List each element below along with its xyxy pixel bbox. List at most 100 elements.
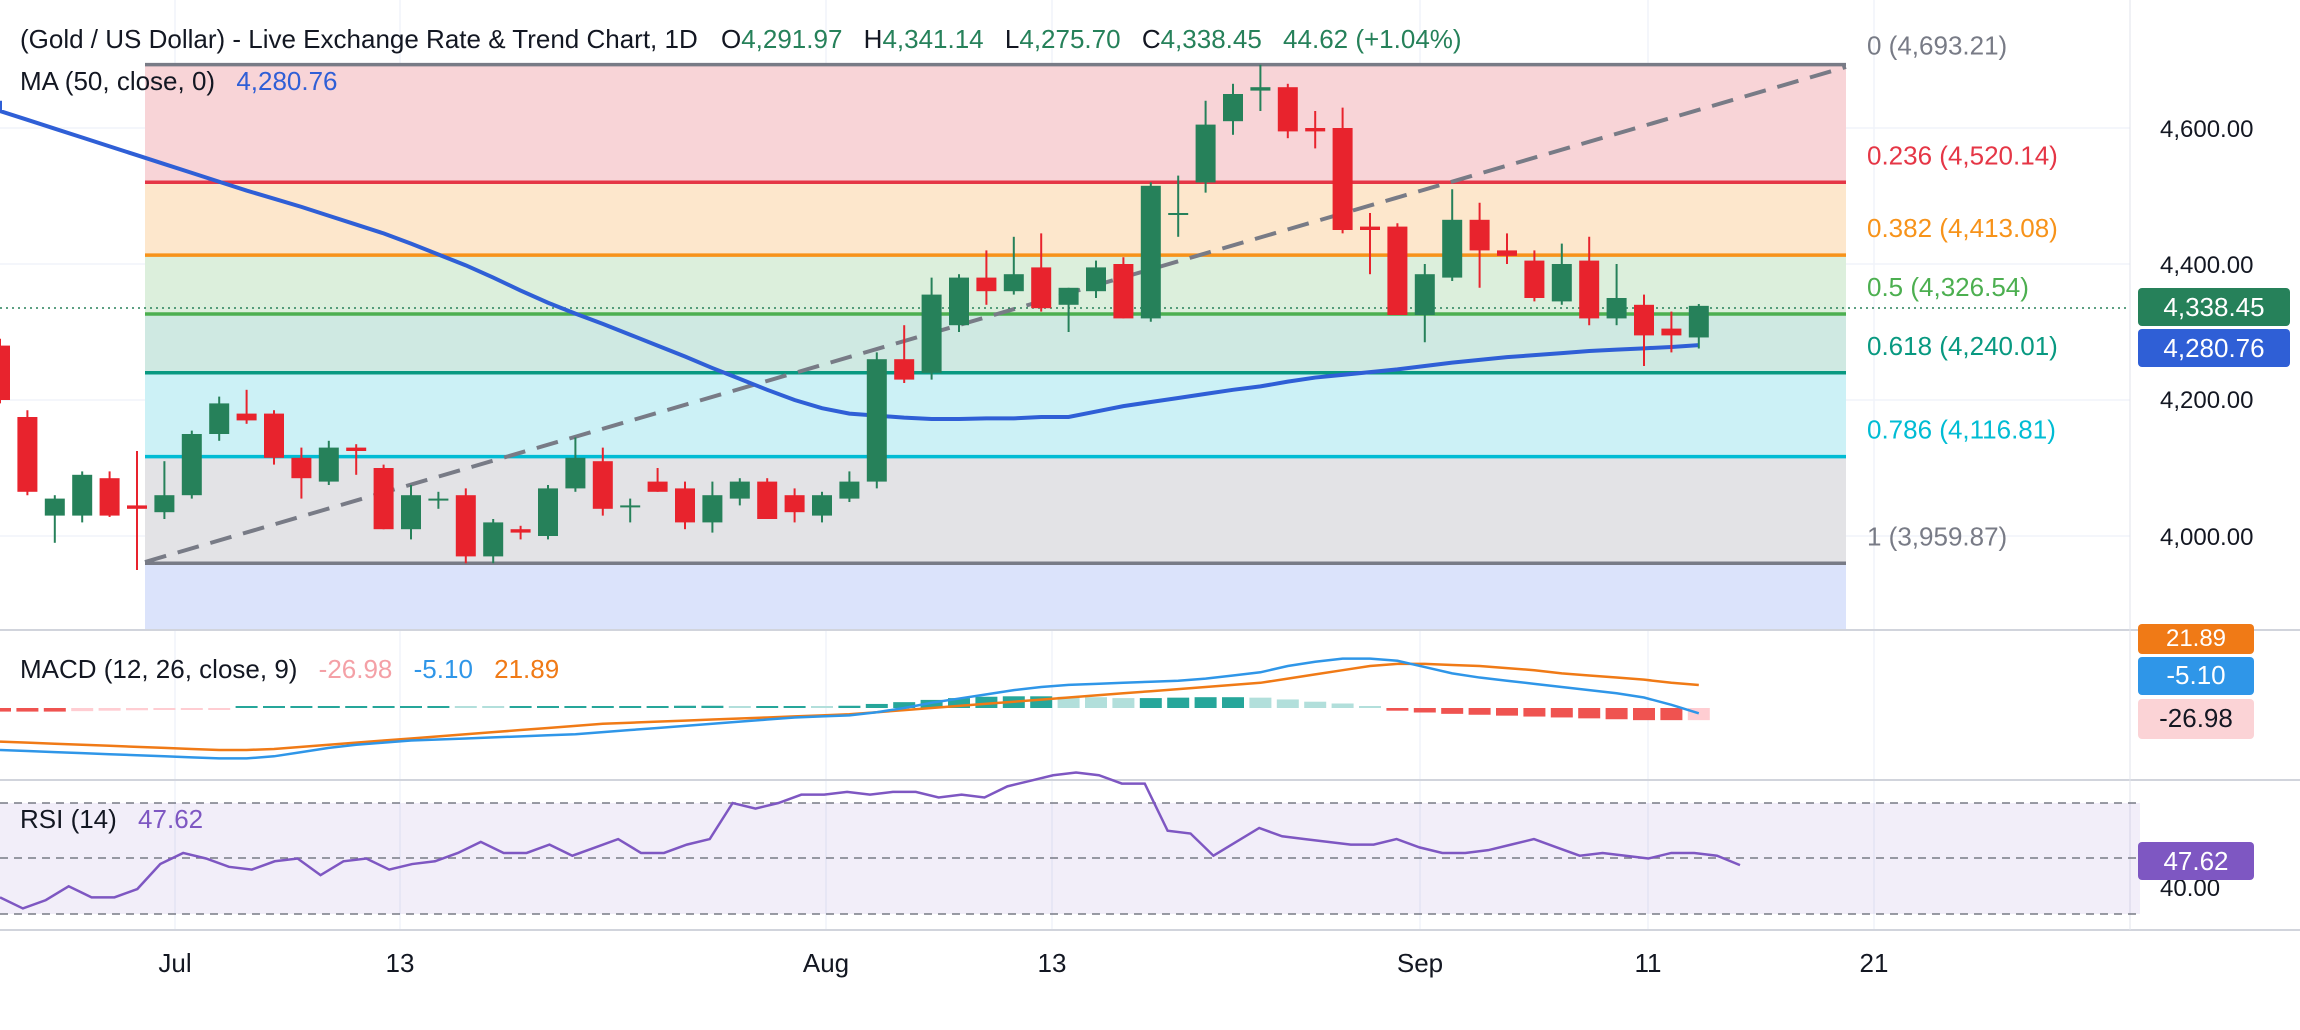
ma-value: 4,280.76 — [236, 66, 337, 96]
candle — [1003, 236, 1024, 295]
macd-histogram-bar — [1276, 699, 1299, 708]
time-label: 11 — [1635, 948, 1662, 978]
candle — [1469, 202, 1490, 288]
price-tick: 4,600.00 — [2160, 116, 2253, 143]
macd-histogram-bar — [838, 705, 861, 708]
fib-zone — [145, 372, 1846, 457]
macd-histogram-bar — [0, 708, 11, 712]
macd-histogram-bar — [646, 706, 669, 708]
macd-histogram-bar — [1359, 706, 1381, 708]
macd-histogram-bar — [1578, 708, 1601, 719]
macd-histogram-bar — [482, 706, 505, 708]
header-legend: (Gold / US Dollar) - Live Exchange Rate … — [20, 24, 1462, 834]
candle — [1688, 304, 1709, 349]
macd-histogram-bar — [701, 705, 724, 708]
candles — [0, 64, 1709, 570]
candle — [373, 464, 394, 530]
macd-histogram-bar — [345, 706, 368, 708]
candle — [702, 481, 723, 533]
candle — [1031, 233, 1052, 312]
change-value: 44.62 (+1.04%) — [1283, 24, 1462, 54]
macd-histogram-bar — [756, 706, 779, 708]
macd-line-value: -5.10 — [414, 654, 473, 684]
svg-text:MA (50, close, 0) 4,280.: MA (50, close, 0) 4,280.76 — [20, 66, 338, 96]
candle — [264, 410, 284, 465]
fib-levels — [145, 62, 1846, 566]
open-value: 4,291.97 — [741, 24, 842, 54]
macd-histogram-bar — [1167, 697, 1190, 708]
macd-histogram-bar — [1633, 708, 1655, 721]
close-value: 4,338.45 — [1161, 24, 1262, 54]
svg-text:RSI (14) 47.62: RSI (14) 47.62 — [20, 804, 203, 834]
time-axis: Jul 13 Aug 13 Sep 11 21 — [158, 948, 1888, 978]
macd-histogram-bar — [263, 706, 285, 708]
macd-histogram-bar — [783, 706, 806, 708]
fib-level-label: 0.5 (4,326.54) — [1867, 272, 2029, 302]
time-label: 13 — [386, 948, 415, 978]
macd-histogram-bar — [290, 706, 313, 708]
time-label: Sep — [1397, 948, 1443, 978]
fib-zone — [145, 313, 1846, 373]
trend-line — [144, 65, 1847, 564]
candle — [44, 495, 65, 543]
candle — [1634, 294, 1654, 366]
candle — [1551, 243, 1572, 305]
svg-text:MACD (12, 26, close, 9): MACD (12, 26, close, 9) -26.98 -5.10 21.… — [20, 654, 559, 684]
candle — [154, 461, 175, 519]
fib-zone — [145, 456, 1846, 564]
macd-histogram-bar — [1057, 696, 1080, 708]
low-value: 4,275.70 — [1019, 24, 1120, 54]
macd-histogram-bar — [454, 706, 477, 708]
macd-line-badge — [2138, 657, 2254, 695]
candle — [291, 447, 312, 499]
macd-histogram-bar — [1112, 698, 1135, 708]
macd-histogram-bar — [865, 703, 888, 708]
macd-histogram-bar — [1413, 708, 1436, 713]
macd-histogram-bar — [126, 708, 148, 711]
candle — [839, 471, 860, 502]
macd-histogram-bar — [975, 696, 998, 708]
macd-histogram-bar — [16, 708, 39, 712]
macd-histogram-bar — [208, 708, 231, 710]
macd-histogram-bar — [153, 708, 176, 710]
last-price-badge — [2138, 288, 2290, 326]
fib-level-label: 0.786 (4,116.81) — [1867, 415, 2056, 445]
macd-histogram-bar — [537, 706, 559, 708]
candle — [1195, 100, 1216, 193]
close-label: C — [1142, 24, 1161, 54]
candle — [1606, 264, 1627, 326]
macd-histogram-bar — [43, 708, 66, 712]
candle — [483, 519, 504, 564]
fib-level-label: 0.618 (4,240.01) — [1867, 331, 2058, 361]
candle — [976, 250, 997, 305]
ma-badge-text: 4,280.76 — [2163, 333, 2264, 363]
macd-histogram-bar — [1222, 697, 1244, 708]
candle — [1414, 264, 1435, 343]
macd-histogram-bar — [1331, 703, 1354, 708]
macd-histogram-bar — [811, 706, 833, 708]
candle — [894, 325, 915, 383]
macd-label: MACD (12, 26, close, 9) — [20, 654, 297, 684]
macd-hist-value: -26.98 — [319, 654, 393, 684]
macd-histogram-bar — [948, 698, 970, 708]
ma-line — [0, 100, 1699, 422]
candle — [1113, 257, 1134, 319]
ma-badge — [2138, 329, 2290, 367]
macd-pane — [0, 657, 1710, 760]
macd-histogram-bar — [619, 706, 642, 708]
candle — [1168, 175, 1189, 237]
price-tick: 4,000.00 — [2160, 524, 2253, 551]
candle — [401, 485, 421, 540]
rsi-label: RSI (14) — [20, 804, 117, 834]
candle — [675, 481, 695, 530]
candle — [1223, 83, 1243, 135]
open-label: O — [721, 24, 741, 54]
candle — [181, 430, 202, 499]
macd-histogram-bar — [1249, 697, 1272, 708]
candle — [1250, 64, 1271, 111]
candle — [1360, 213, 1380, 275]
svg-text:(Gold / US Dollar) - Live Exch: (Gold / US Dollar) - Live Exchange Rate … — [20, 24, 1462, 54]
candle — [647, 468, 668, 492]
macd-histogram-bar — [1085, 697, 1107, 708]
